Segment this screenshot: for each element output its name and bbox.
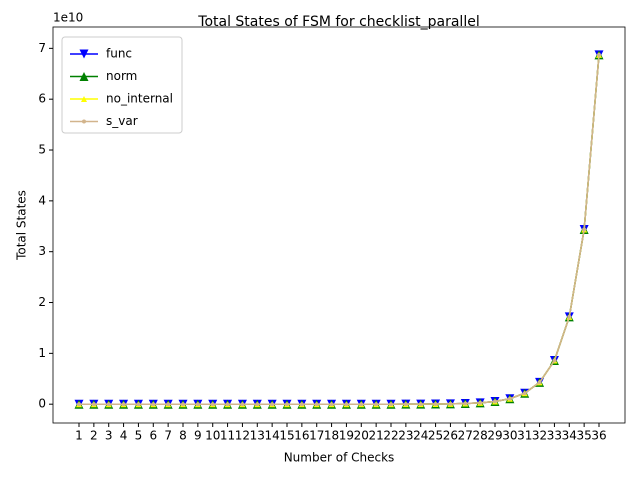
marker: [359, 402, 364, 407]
marker: [151, 402, 156, 407]
x-tick-label: 29: [487, 429, 502, 443]
marker: [299, 402, 304, 407]
marker: [225, 402, 230, 407]
marker: [463, 401, 468, 406]
marker: [522, 391, 527, 396]
x-tick-label: 16: [294, 429, 309, 443]
marker: [403, 402, 408, 407]
x-tick-label: 28: [473, 429, 488, 443]
y-offset-label: 1e10: [53, 11, 83, 25]
x-tick-label: 36: [591, 429, 606, 443]
x-tick-label: 14: [265, 429, 280, 443]
x-tick-label: 6: [149, 429, 157, 443]
x-tick-label: 9: [194, 429, 202, 443]
marker: [537, 380, 542, 385]
marker: [106, 402, 111, 407]
marker: [166, 402, 171, 407]
marker: [344, 402, 349, 407]
x-tick-label: 32: [532, 429, 547, 443]
x-tick-label: 23: [398, 429, 413, 443]
x-tick-label: 2: [90, 429, 98, 443]
marker: [181, 402, 185, 407]
x-tick-label: 24: [413, 429, 428, 443]
y-tick-label: 3: [38, 244, 46, 258]
x-tick-label: 21: [369, 429, 384, 443]
y-tick-label: 5: [38, 143, 46, 157]
y-tick-label: 4: [38, 193, 46, 207]
x-tick-label: 5: [135, 429, 143, 443]
x-tick-label: 15: [279, 429, 294, 443]
x-tick-label: 22: [383, 429, 398, 443]
x-tick-label: 13: [250, 429, 265, 443]
marker: [270, 402, 275, 407]
axes-frame: [52, 26, 626, 424]
x-tick-label: 17: [309, 429, 324, 443]
marker: [121, 402, 126, 407]
x-tick-label: 25: [428, 429, 443, 443]
marker: [478, 400, 483, 405]
legend-label: func: [106, 47, 132, 61]
legend-marker: [79, 72, 89, 81]
x-tick-label: 33: [547, 429, 562, 443]
marker: [433, 402, 438, 407]
series-line: [79, 54, 600, 405]
y-tick-label: 6: [38, 92, 46, 106]
x-tick-label: 34: [562, 429, 577, 443]
legend-marker: [82, 119, 86, 124]
x-tick-label: 8: [179, 429, 187, 443]
marker: [374, 402, 379, 407]
marker: [552, 358, 557, 363]
legend-marker: [81, 96, 87, 102]
marker: [493, 399, 497, 404]
chart-title: Total States of FSM for checklist_parall…: [197, 14, 479, 30]
marker: [91, 402, 96, 407]
x-tick-label: 18: [324, 429, 339, 443]
marker: [136, 402, 141, 407]
x-tick-label: 30: [502, 429, 517, 443]
x-tick-label: 12: [235, 429, 250, 443]
x-tick-label: 7: [164, 429, 172, 443]
marker: [195, 402, 200, 407]
x-tick-label: 26: [443, 429, 458, 443]
marker: [314, 402, 319, 407]
legend-box: [61, 36, 183, 134]
x-tick-label: 35: [577, 429, 592, 443]
x-tick-label: 10: [205, 429, 220, 443]
y-axis-label: Total States: [15, 190, 29, 261]
x-tick-label: 19: [339, 429, 354, 443]
legend-label: norm: [106, 69, 137, 83]
marker: [597, 52, 601, 57]
x-axis-label: Number of Checks: [284, 451, 395, 465]
marker: [507, 396, 512, 401]
marker: [285, 402, 289, 407]
x-tick-label: 11: [220, 429, 235, 443]
marker: [389, 402, 393, 407]
x-tick-label: 3: [105, 429, 113, 443]
legend-label: no_internal: [106, 92, 173, 106]
y-tick-label: 1: [38, 346, 46, 360]
marker: [240, 402, 245, 407]
marker: [255, 402, 260, 407]
legend-marker: [79, 49, 89, 59]
x-tick-label: 31: [517, 429, 532, 443]
marker: [448, 401, 453, 406]
marker: [582, 227, 587, 232]
x-tick-label: 27: [458, 429, 473, 443]
marker: [77, 402, 81, 407]
y-tick-label: 7: [38, 41, 46, 55]
x-tick-label: 4: [120, 429, 128, 443]
y-tick-label: 0: [38, 397, 46, 411]
x-tick-label: 20: [354, 429, 369, 443]
marker: [329, 402, 334, 407]
y-tick-label: 2: [38, 295, 46, 309]
marker: [567, 314, 572, 319]
x-tick-label: 1: [75, 429, 83, 443]
marker: [210, 402, 215, 407]
marker: [418, 402, 423, 407]
legend-label: s_var: [106, 114, 138, 128]
